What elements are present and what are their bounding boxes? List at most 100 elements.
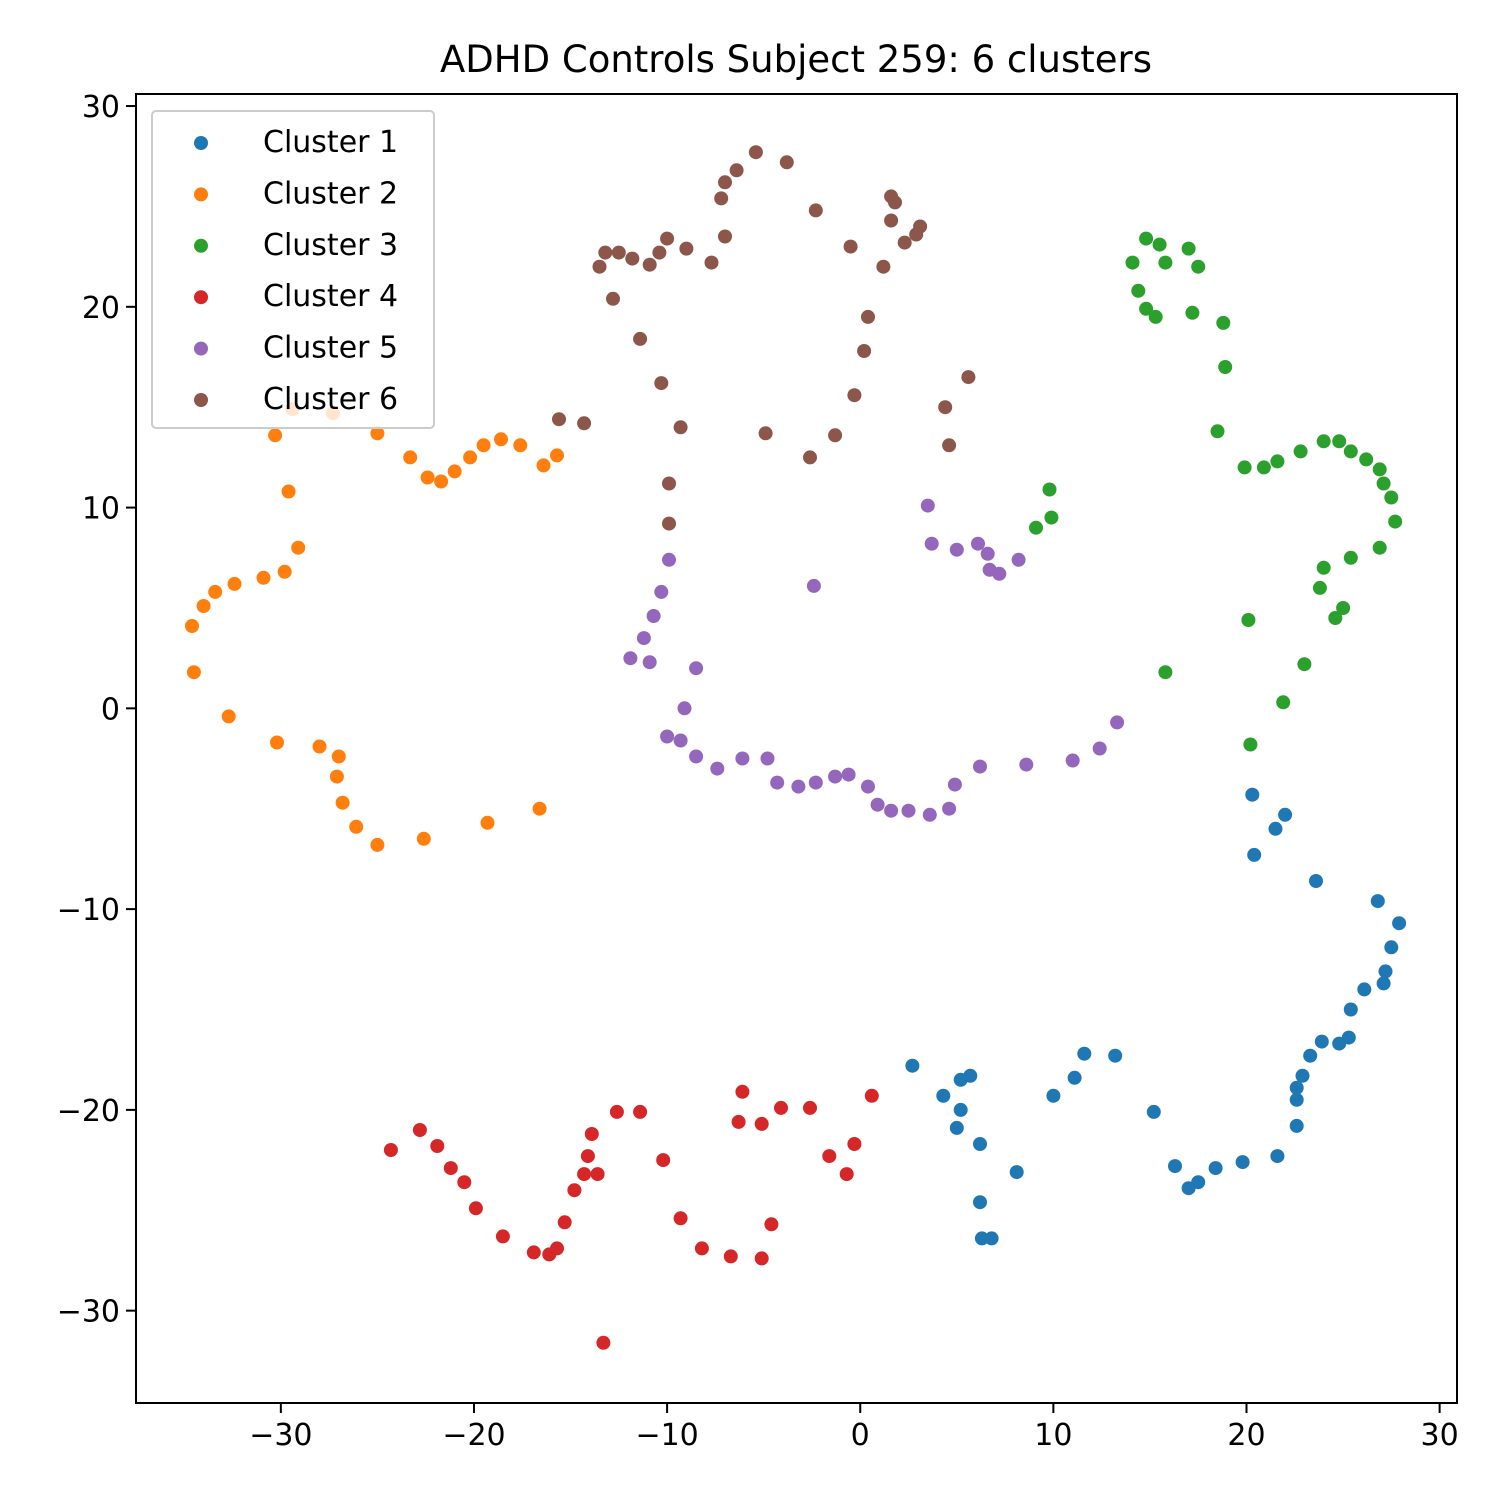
cluster-1-point <box>1295 1068 1310 1083</box>
cluster-3-point <box>1384 490 1399 505</box>
cluster-4-point <box>584 1127 599 1141</box>
cluster-6-point <box>942 438 957 453</box>
cluster-1-point <box>1067 1070 1082 1085</box>
cluster-4-point <box>596 1335 611 1350</box>
cluster-2-point <box>447 464 462 479</box>
cluster-3-point <box>1042 482 1057 497</box>
cluster-1-point <box>1235 1155 1250 1170</box>
cluster-4-point <box>577 1167 592 1182</box>
cluster-1-point <box>905 1058 920 1073</box>
cluster-5-point <box>1065 753 1080 768</box>
cluster-3-point <box>1158 665 1173 680</box>
cluster-3-point <box>1297 657 1312 672</box>
cluster-5-point <box>1110 715 1125 730</box>
y-tick-label: 20 <box>82 291 120 326</box>
legend-marker <box>194 393 208 407</box>
y-tick-label: −10 <box>57 893 120 928</box>
cluster-6-point <box>662 516 676 531</box>
cluster-6-point <box>729 163 744 178</box>
cluster-3-point <box>1210 424 1225 439</box>
cluster-1-point <box>1378 964 1393 979</box>
cluster-1-point <box>1332 1036 1347 1051</box>
cluster-6-point <box>552 412 566 427</box>
cluster-5-point <box>861 779 875 794</box>
cluster-6-point <box>876 259 891 274</box>
cluster-6-point <box>662 476 676 491</box>
cluster-5-point <box>920 498 935 513</box>
legend-label: Cluster 2 <box>263 176 398 211</box>
plot-points <box>185 145 1407 1350</box>
cluster-4-point <box>580 1149 595 1164</box>
cluster-5-point <box>971 536 985 551</box>
cluster-1-point <box>1009 1165 1024 1180</box>
cluster-3-point <box>1343 444 1358 459</box>
cluster-4-point <box>731 1114 746 1129</box>
cluster-3-point <box>1181 241 1196 256</box>
cluster-3-point <box>1131 283 1146 298</box>
legend: Cluster 1 Cluster 2 Cluster 3 Cluster 4 Clus… <box>151 110 435 429</box>
cluster-1-point <box>973 1137 987 1151</box>
cluster-4-point <box>656 1153 671 1168</box>
cluster-3-point <box>1237 460 1252 475</box>
cluster-4-point <box>723 1249 738 1264</box>
cluster-4-point <box>383 1143 398 1157</box>
cluster-2-point <box>532 801 547 816</box>
cluster-1-point <box>1146 1104 1161 1119</box>
legend-marker <box>194 238 208 253</box>
cluster-3-point <box>1388 514 1403 529</box>
cluster-3-point <box>1218 360 1233 374</box>
cluster-4-point <box>457 1175 472 1190</box>
cluster-5-point <box>973 759 987 774</box>
cluster-2-point <box>494 432 508 447</box>
cluster-4-point <box>673 1211 688 1226</box>
cluster-1-point <box>1245 787 1260 802</box>
cluster-6-point <box>828 428 843 443</box>
cluster-5-point <box>662 552 676 567</box>
cluster-5-point <box>992 566 1007 581</box>
cluster-3-point <box>1359 452 1374 467</box>
cluster-3-point <box>1343 550 1358 565</box>
cluster-3-point <box>1241 613 1256 627</box>
cluster-4-point <box>430 1139 445 1153</box>
cluster-1-point <box>1303 1048 1318 1063</box>
cluster-2-point <box>208 584 223 599</box>
legend-marker <box>194 341 208 356</box>
cluster-5-point <box>791 779 806 794</box>
cluster-6-point <box>611 245 626 260</box>
legend-label: Cluster 3 <box>263 228 398 263</box>
cluster-1-point <box>1392 916 1407 931</box>
cluster-3-point <box>1316 434 1331 449</box>
cluster-6-point <box>961 370 976 385</box>
cluster-5-point <box>841 767 856 782</box>
cluster-6-point <box>654 376 669 391</box>
cluster-4-point <box>542 1247 557 1262</box>
cluster-6-point <box>758 426 773 441</box>
cluster-1-point <box>1181 1181 1196 1196</box>
cluster-6-point <box>884 213 899 228</box>
cluster-3-point <box>1372 540 1387 555</box>
cluster-3-point <box>1336 601 1351 615</box>
cluster-2-point <box>434 474 449 489</box>
cluster-3-point <box>1139 231 1154 246</box>
cluster-5-point <box>901 803 916 818</box>
cluster-5-point <box>642 655 657 670</box>
cluster-3-point <box>1044 510 1059 525</box>
cluster-4-point <box>774 1100 788 1115</box>
cluster-2-point <box>312 739 327 754</box>
cluster-6-point <box>592 259 607 274</box>
cluster-3-point <box>1148 309 1163 324</box>
cluster-3-point <box>1029 520 1043 535</box>
cluster-6-point <box>673 420 688 435</box>
cluster-2-point <box>281 484 296 499</box>
chart-title: ADHD Controls Subject 259: 6 clusters <box>440 38 1152 81</box>
cluster-5-point <box>660 729 675 744</box>
plot-area-frame <box>135 93 1458 1404</box>
cluster-4-point <box>822 1149 837 1164</box>
cluster-3-point <box>1376 476 1391 491</box>
cluster-2-point <box>550 448 564 463</box>
cluster-5-point <box>924 536 939 551</box>
cluster-3-point <box>1185 305 1200 320</box>
legend-marker <box>194 136 208 150</box>
cluster-3-point <box>1293 444 1308 459</box>
cluster-6-point <box>808 203 823 218</box>
